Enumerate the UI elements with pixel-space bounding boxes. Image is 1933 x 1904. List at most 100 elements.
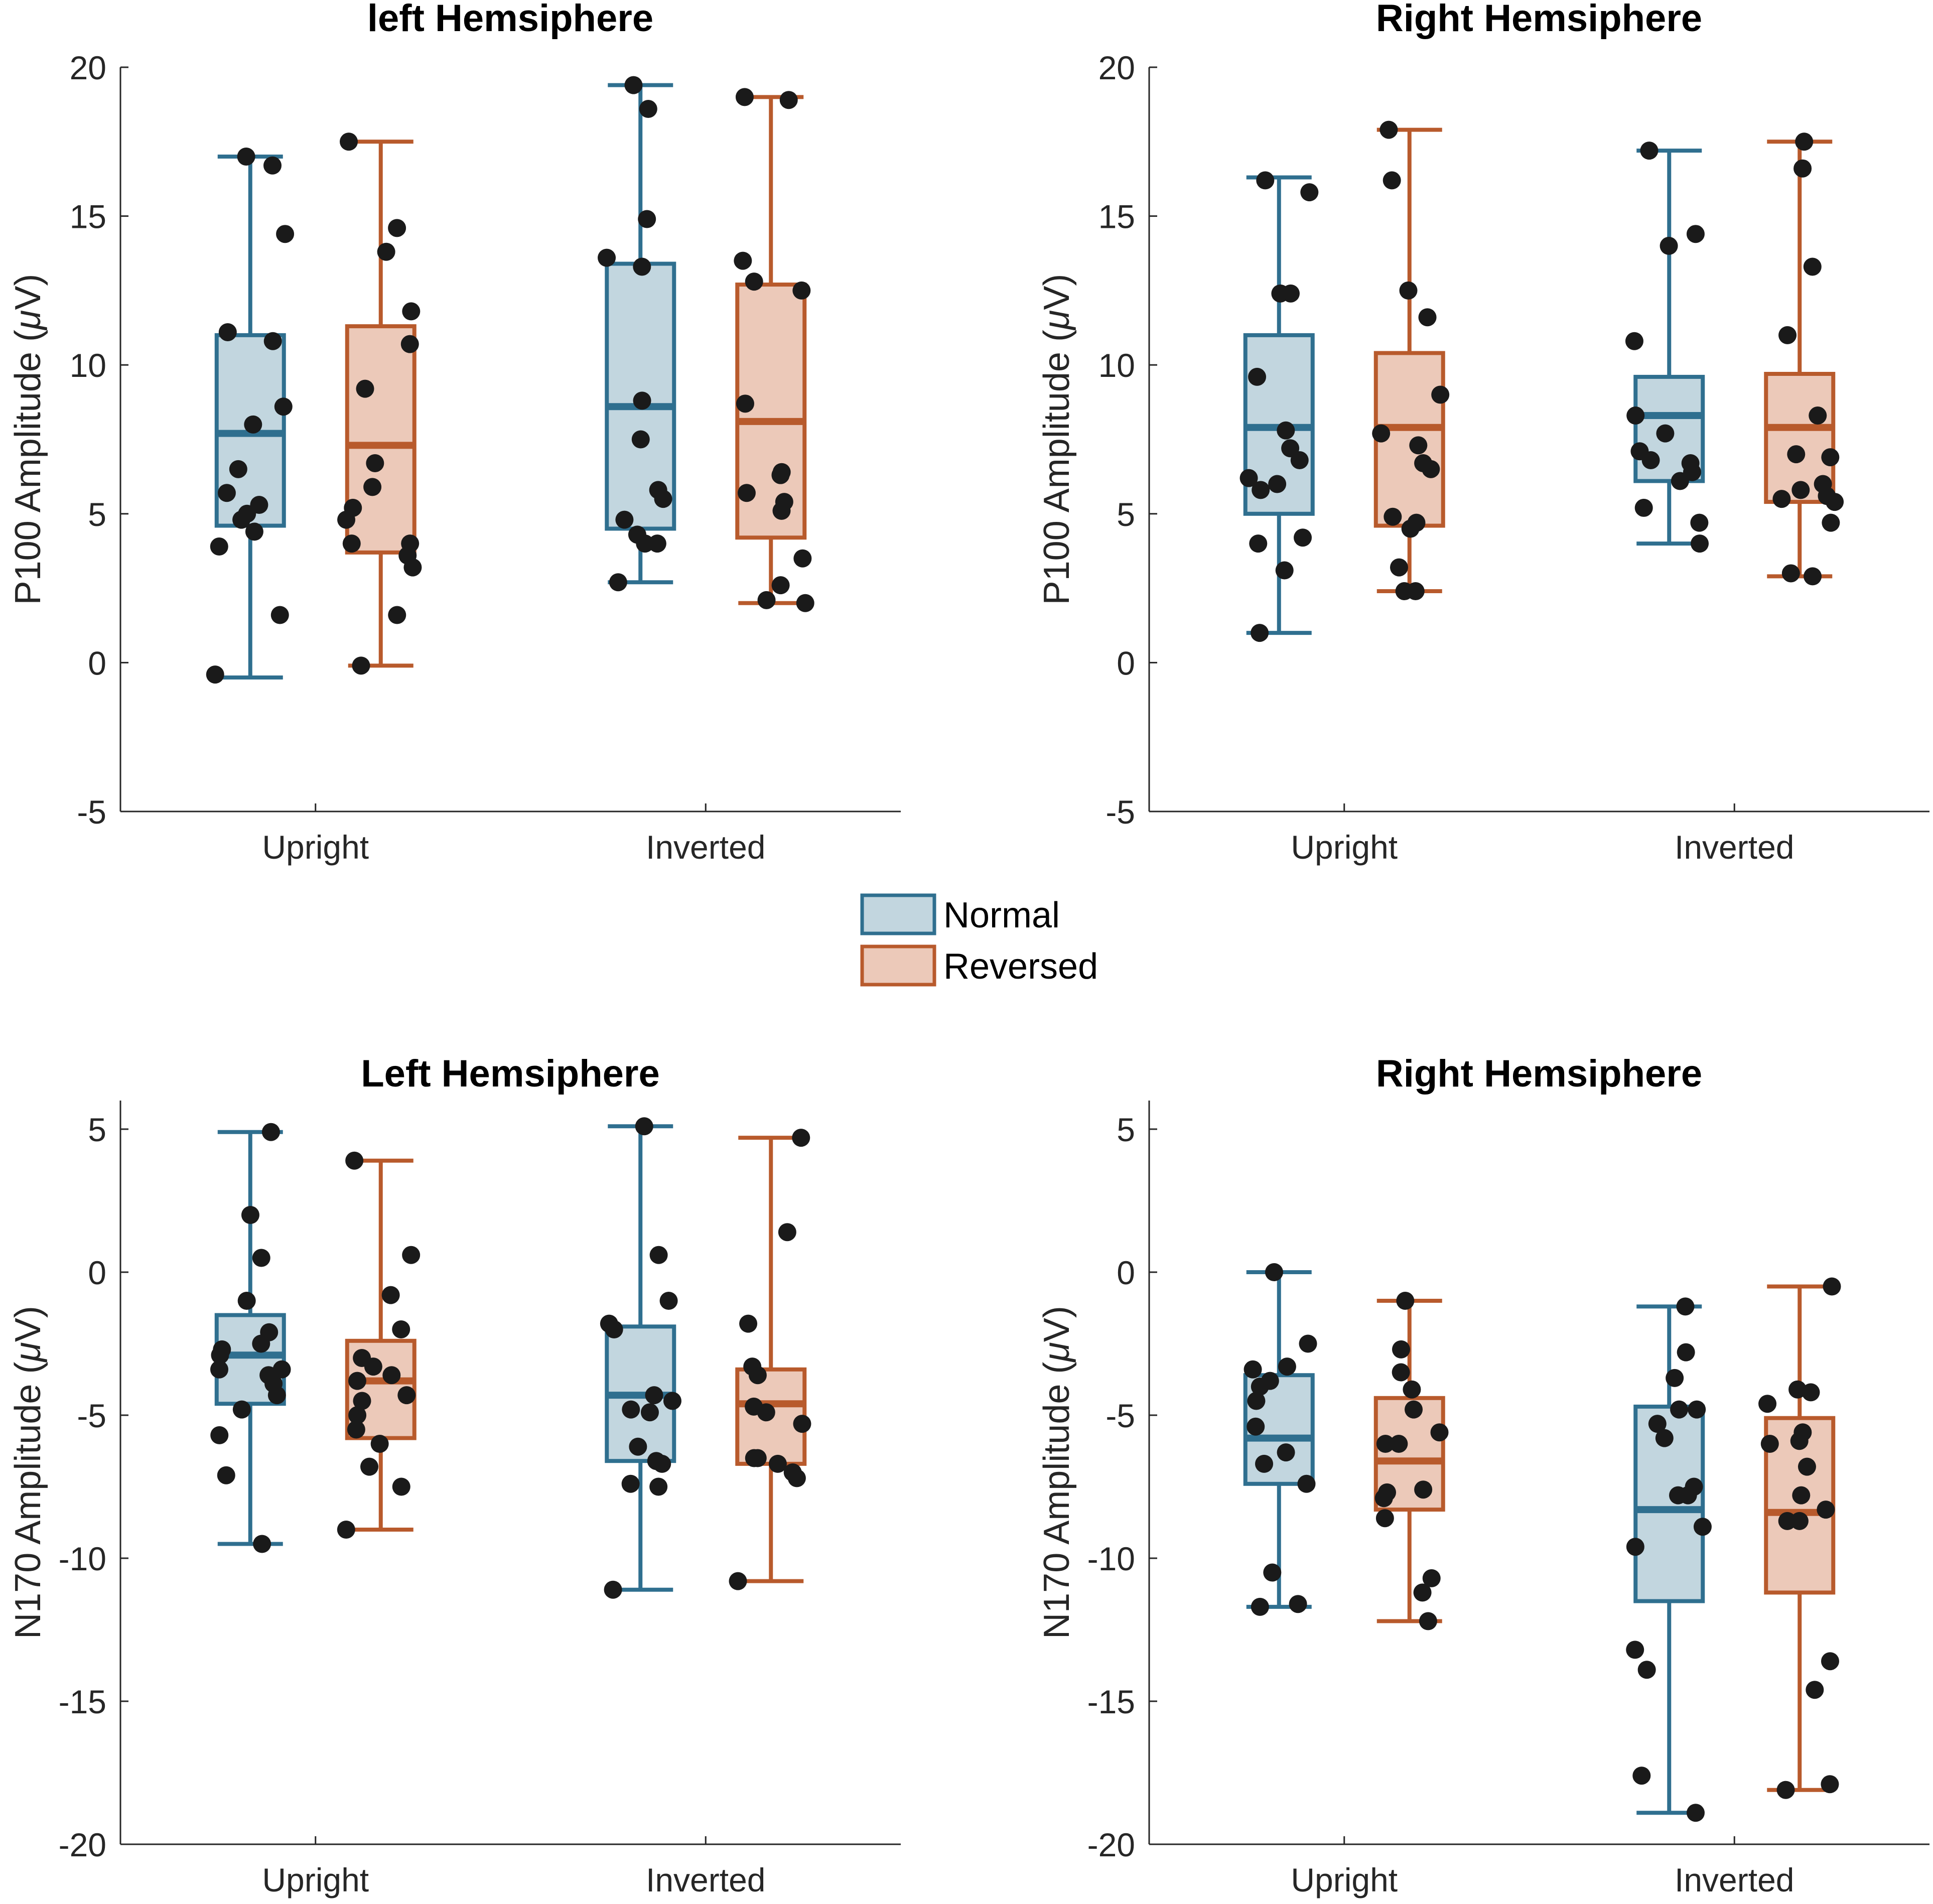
- box-reversed-inverted: [1764, 132, 1844, 586]
- data-point: [1822, 513, 1840, 532]
- chart-panel-2: Right Hemsiphere -5 0 5 10 15 20 Upright Inverte…: [1037, 0, 1929, 866]
- data-point: [400, 335, 419, 353]
- data-point: [1772, 490, 1791, 508]
- data-point: [792, 1129, 810, 1147]
- data-point: [793, 549, 812, 568]
- box-normal-upright: [206, 147, 295, 684]
- data-point: [1396, 1292, 1415, 1310]
- data-point: [778, 1223, 796, 1242]
- data-point: [1821, 448, 1840, 467]
- y-tick-label: -5: [77, 793, 106, 831]
- data-point: [1251, 1597, 1269, 1616]
- data-point: [1787, 445, 1806, 464]
- data-point: [1821, 1775, 1839, 1794]
- x-tick-label: Inverted: [646, 829, 765, 866]
- data-point: [1419, 1612, 1437, 1630]
- data-point: [1403, 1380, 1421, 1399]
- y-tick-label: -5: [1106, 1397, 1135, 1434]
- data-point: [1778, 326, 1797, 344]
- data-point: [1681, 454, 1700, 472]
- data-point: [352, 656, 370, 675]
- data-point: [645, 1386, 663, 1405]
- data-point: [1798, 1457, 1816, 1476]
- data-point: [1688, 1400, 1706, 1419]
- box-reversed-inverted: [734, 88, 814, 612]
- x-tick-label: Inverted: [1675, 829, 1794, 866]
- data-point: [1795, 132, 1814, 151]
- data-point: [1384, 507, 1402, 526]
- data-point: [210, 1426, 229, 1444]
- data-point: [210, 1360, 228, 1379]
- data-point: [1626, 406, 1645, 425]
- data-point: [745, 273, 763, 291]
- box-reversed-inverted: [729, 1129, 811, 1590]
- data-point: [604, 1580, 622, 1599]
- y-axis-label-part: μ: [8, 310, 48, 331]
- data-point: [1640, 142, 1659, 160]
- y-tick-label: 5: [88, 1111, 106, 1148]
- y-tick-label: 15: [1098, 198, 1135, 235]
- x-tick-label: Upright: [1291, 1861, 1398, 1898]
- data-point: [624, 76, 643, 94]
- data-point: [1670, 1400, 1689, 1419]
- data-point: [1778, 1512, 1797, 1530]
- legend-swatch-normal: [860, 893, 936, 935]
- data-point: [768, 1454, 787, 1473]
- data-point: [237, 1292, 256, 1310]
- data-point: [217, 484, 236, 502]
- data-point: [381, 1286, 400, 1304]
- y-tick-label: 5: [1117, 1111, 1135, 1148]
- data-point: [1685, 1477, 1703, 1496]
- data-point: [631, 430, 650, 449]
- box-reversed-upright: [1372, 120, 1450, 601]
- data-point: [344, 498, 362, 517]
- data-point: [1414, 1480, 1433, 1499]
- data-point: [1625, 332, 1643, 350]
- data-point: [1406, 582, 1425, 601]
- data-point: [633, 257, 651, 276]
- data-point: [638, 210, 656, 228]
- data-point: [1247, 1417, 1265, 1436]
- data-point: [635, 1117, 653, 1136]
- data-point: [1268, 475, 1287, 493]
- data-point: [1431, 385, 1450, 404]
- legend: Normal Reversed: [860, 893, 1098, 987]
- y-tick-label: -10: [1087, 1540, 1135, 1577]
- data-point: [649, 1477, 668, 1496]
- data-point: [1297, 1474, 1316, 1493]
- y-axis-label: N170 Amplitude (μV): [1037, 1306, 1077, 1639]
- data-point: [1686, 225, 1705, 243]
- data-point: [628, 525, 646, 544]
- x-tick-label: Inverted: [1675, 1861, 1794, 1898]
- data-point: [1669, 1486, 1688, 1505]
- data-point: [348, 1406, 367, 1424]
- data-point: [639, 100, 657, 118]
- panel-title: left Hemsiphere: [367, 0, 653, 40]
- chart-panel-1: left Hemsiphere -5 0 5 10 15 20 Upright Inverted…: [8, 0, 901, 866]
- data-point: [743, 1357, 762, 1376]
- y-tick-label: 0: [88, 1254, 106, 1291]
- data-point: [775, 493, 793, 511]
- y-tick-label: -5: [77, 1397, 106, 1434]
- data-point: [1299, 1334, 1317, 1353]
- data-point: [348, 1372, 366, 1390]
- data-point: [1677, 1343, 1695, 1362]
- box-normal-upright: [1239, 171, 1319, 642]
- data-point: [1758, 1395, 1777, 1413]
- data-point: [1407, 513, 1426, 532]
- box-reversed-upright: [337, 1151, 421, 1539]
- data-point: [401, 534, 420, 553]
- data-point: [1376, 1435, 1395, 1453]
- data-point: [397, 1386, 416, 1405]
- data-point: [1390, 558, 1408, 577]
- data-point: [1244, 1360, 1262, 1379]
- data-point: [263, 332, 282, 350]
- data-point: [1660, 236, 1678, 255]
- data-point: [392, 1320, 410, 1338]
- panel-title: Left Hemsiphere: [361, 1052, 660, 1095]
- data-point: [1405, 1400, 1423, 1419]
- data-point: [1793, 1423, 1812, 1442]
- data-point: [1375, 1509, 1394, 1528]
- y-axis-label: P100 Amplitude (μV): [8, 274, 48, 605]
- data-point: [1626, 1641, 1644, 1659]
